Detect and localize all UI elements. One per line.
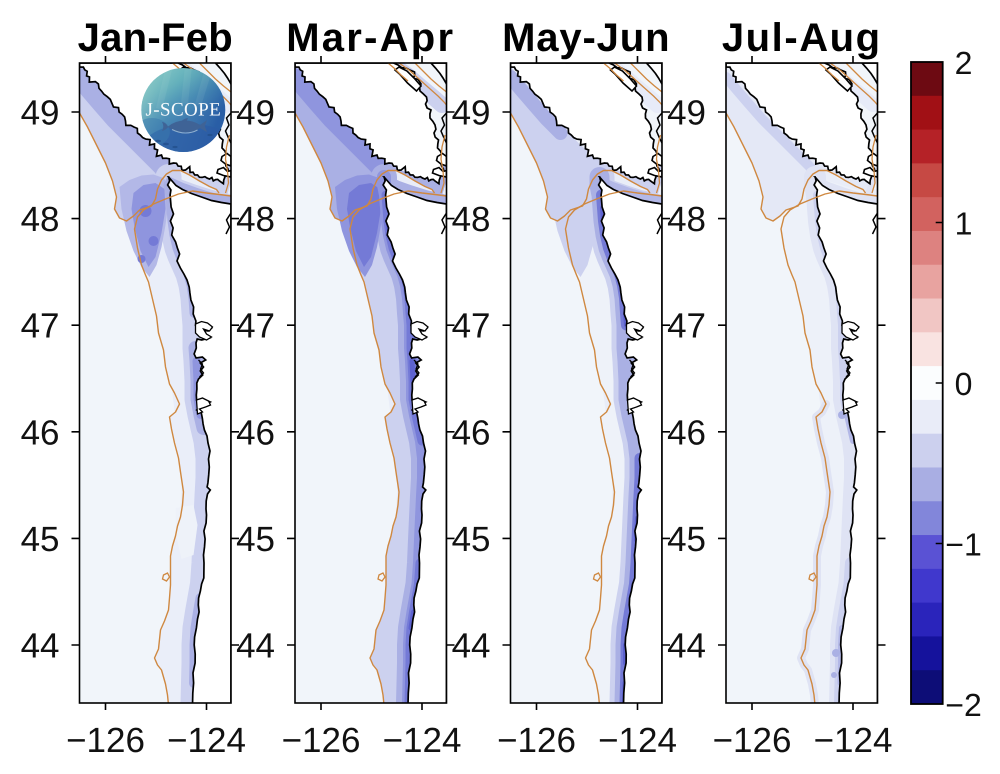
svg-text:44: 44	[452, 627, 491, 666]
svg-text:46: 46	[667, 413, 706, 452]
svg-text:49: 49	[236, 94, 275, 133]
svg-text:−124: −124	[167, 721, 246, 760]
svg-text:45: 45	[236, 520, 275, 559]
svg-text:1: 1	[955, 205, 973, 241]
svg-text:−1: −1	[945, 526, 981, 562]
svg-text:49: 49	[21, 94, 60, 133]
svg-text:−126: −126	[713, 721, 792, 760]
svg-text:44: 44	[236, 627, 275, 666]
svg-text:−126: −126	[282, 721, 361, 760]
svg-text:−126: −126	[66, 721, 145, 760]
svg-text:44: 44	[21, 627, 60, 666]
svg-text:45: 45	[452, 520, 491, 559]
svg-text:Mar-Apr: Mar-Apr	[286, 16, 455, 60]
svg-text:49: 49	[452, 94, 491, 133]
svg-text:0: 0	[955, 366, 973, 402]
svg-text:47: 47	[667, 307, 706, 346]
svg-text:−124: −124	[598, 721, 677, 760]
svg-text:45: 45	[667, 520, 706, 559]
svg-text:47: 47	[21, 307, 60, 346]
svg-text:J-SCOPE: J-SCOPE	[145, 100, 221, 121]
svg-text:47: 47	[452, 307, 491, 346]
svg-text:45: 45	[21, 520, 60, 559]
svg-text:Jul-Aug: Jul-Aug	[722, 16, 882, 60]
svg-text:48: 48	[452, 200, 491, 239]
svg-text:49: 49	[667, 94, 706, 133]
svg-text:48: 48	[21, 200, 60, 239]
svg-text:48: 48	[236, 200, 275, 239]
svg-text:Jan-Feb: Jan-Feb	[78, 16, 233, 60]
svg-text:−126: −126	[497, 721, 576, 760]
svg-text:46: 46	[452, 413, 491, 452]
svg-text:48: 48	[667, 200, 706, 239]
svg-text:46: 46	[21, 413, 60, 452]
svg-text:44: 44	[667, 627, 706, 666]
svg-text:46: 46	[236, 413, 275, 452]
svg-text:May-Jun: May-Jun	[502, 16, 670, 60]
svg-text:47: 47	[236, 307, 275, 346]
svg-text:−2: −2	[945, 687, 981, 723]
svg-text:2: 2	[955, 45, 973, 81]
svg-text:−124: −124	[383, 721, 462, 760]
svg-text:−124: −124	[814, 721, 893, 760]
